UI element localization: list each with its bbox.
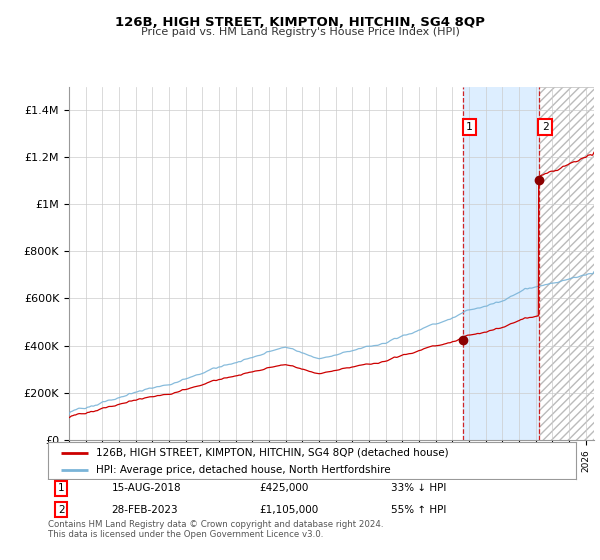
Text: 2: 2 [542,122,548,132]
Text: 126B, HIGH STREET, KIMPTON, HITCHIN, SG4 8QP (detached house): 126B, HIGH STREET, KIMPTON, HITCHIN, SG4… [95,447,448,458]
Bar [463,87,538,440]
Text: 126B, HIGH STREET, KIMPTON, HITCHIN, SG4 8QP: 126B, HIGH STREET, KIMPTON, HITCHIN, SG4… [115,16,485,29]
Text: 1: 1 [58,483,65,493]
Text: Price paid vs. HM Land Registry's House Price Index (HPI): Price paid vs. HM Land Registry's House … [140,27,460,37]
Bar [539,87,594,440]
Text: 28-FEB-2023: 28-FEB-2023 [112,505,178,515]
Text: 1: 1 [466,122,473,132]
Text: 2: 2 [58,505,65,515]
Text: 55% ↑ HPI: 55% ↑ HPI [391,505,446,515]
Text: Contains HM Land Registry data © Crown copyright and database right 2024.
This d: Contains HM Land Registry data © Crown c… [48,520,383,539]
Text: £425,000: £425,000 [259,483,308,493]
Text: 15-AUG-2018: 15-AUG-2018 [112,483,181,493]
Text: 33% ↓ HPI: 33% ↓ HPI [391,483,446,493]
Text: £1,105,000: £1,105,000 [259,505,319,515]
Text: HPI: Average price, detached house, North Hertfordshire: HPI: Average price, detached house, Nort… [95,465,390,475]
